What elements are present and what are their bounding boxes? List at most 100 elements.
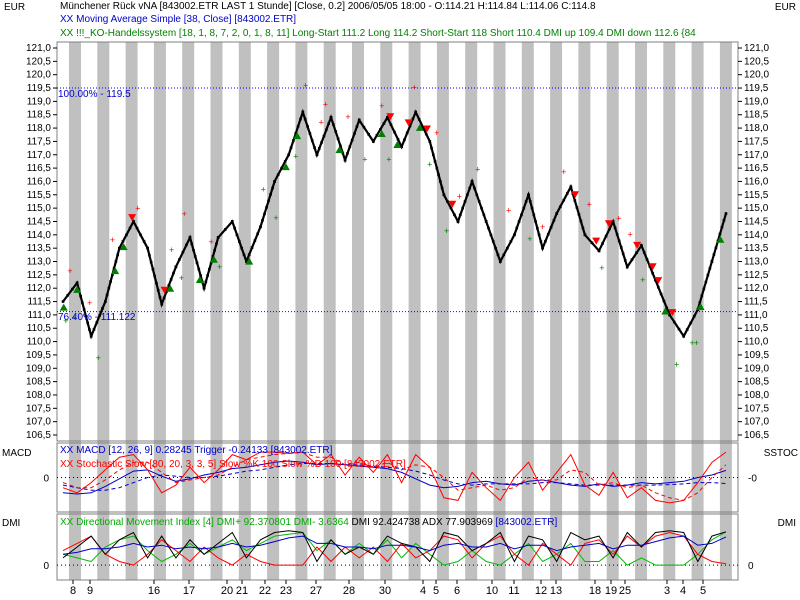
price-box	[84, 314, 88, 318]
x-tick-label: 19	[605, 585, 617, 597]
price-box	[640, 244, 643, 247]
price-box	[240, 246, 243, 250]
buy-plus: +	[599, 263, 604, 273]
buy-triangle	[119, 243, 128, 251]
price-box	[317, 147, 321, 150]
y-tick-label-left: 114,5	[27, 216, 52, 227]
price-box	[651, 271, 654, 275]
x-tick-label: 5	[700, 585, 706, 597]
stochastic-legend[interactable]: XX Stochastic Slow [80, 20, 3, 3, 5] Slo…	[60, 459, 406, 470]
price-box	[601, 242, 604, 245]
price-box	[668, 313, 671, 317]
session-band	[352, 42, 364, 580]
price-box	[223, 228, 227, 231]
price-box	[524, 200, 528, 203]
price-box	[289, 146, 293, 149]
price-box	[118, 246, 121, 250]
x-tick-label: 17	[183, 585, 195, 597]
price-box	[320, 141, 323, 144]
price-box	[468, 186, 472, 190]
x-tick-label: 20	[221, 585, 233, 597]
price-box	[190, 242, 194, 246]
session-band	[182, 42, 195, 580]
buy-triangle	[111, 267, 120, 275]
price-box	[88, 328, 91, 331]
price-box	[635, 251, 638, 254]
y-tick-label-right: 114,5	[744, 216, 769, 227]
price-box	[267, 199, 270, 203]
y-tick-label-right: 108,0	[744, 390, 769, 401]
price-box	[271, 186, 274, 190]
y-tick-label-right: 115,5	[744, 190, 769, 201]
price-box	[299, 117, 302, 121]
price-box	[408, 124, 412, 128]
price-box	[579, 219, 583, 223]
price-box	[527, 193, 530, 197]
price-box	[489, 233, 493, 237]
price-box	[437, 173, 440, 177]
x-tick-label: 30	[379, 585, 391, 597]
price-box	[393, 130, 396, 134]
dmi-legend-main: XX Directional Movement Index [4] DMI+ 9…	[60, 517, 349, 528]
sell-plus: +	[412, 83, 417, 93]
price-box	[389, 123, 393, 127]
y-tick-label-left: 121,0	[26, 43, 51, 54]
price-box	[522, 206, 526, 210]
price-box	[509, 240, 513, 243]
price-box	[544, 239, 547, 243]
price-box	[403, 138, 406, 142]
y-tick-label-left: 119,0	[27, 96, 52, 107]
session-band	[521, 42, 534, 580]
price-box	[66, 294, 70, 297]
price-box	[520, 213, 523, 217]
dmi-legend-symbol: [843002.ETR]	[492, 517, 558, 528]
price-box	[75, 281, 79, 285]
price-box	[355, 125, 359, 129]
price-box	[178, 258, 181, 261]
price-box	[435, 166, 439, 170]
y-tick-label-right: 118,0	[744, 123, 769, 134]
price-box	[269, 193, 272, 196]
price-box	[532, 213, 536, 217]
session-band	[380, 42, 393, 580]
y-tick-label-right: 113,5	[744, 243, 769, 254]
buy-plus: +	[63, 316, 68, 326]
sell-triangle	[448, 200, 457, 208]
price-box	[461, 206, 464, 210]
x-tick-label: 3	[664, 585, 670, 597]
price-box	[648, 265, 652, 268]
price-box	[396, 138, 400, 141]
price-box	[112, 266, 116, 270]
buy-triangle	[281, 163, 290, 171]
price-box	[604, 234, 608, 238]
y-tick-label-left: 113,5	[27, 243, 52, 254]
price-box	[573, 199, 577, 202]
price-box	[357, 118, 361, 122]
price-box	[158, 295, 162, 299]
price-box	[294, 132, 298, 135]
dmi-legend[interactable]: XX Directional Movement Index [4] DMI+ 9…	[60, 517, 557, 528]
price-box	[276, 173, 280, 177]
dmi-zero-label-right: 0	[748, 561, 754, 572]
price-box	[536, 226, 539, 230]
sma-legend[interactable]: XX Moving Average Simple [38, Close] [84…	[60, 14, 297, 25]
price-box	[104, 300, 107, 303]
y-tick-label-left: 108,0	[26, 390, 51, 401]
price-box	[722, 219, 726, 222]
sell-plus: +	[110, 235, 115, 245]
sell-triangle	[386, 113, 395, 121]
y-tick-label-right: 111,5	[744, 297, 768, 308]
price-box	[400, 145, 403, 149]
sell-plus: +	[169, 245, 174, 255]
sell-plus-markers: + + + + + + + + + + + + + + + + + + + + + + +	[67, 81, 632, 308]
dmi-panel-label-right: DMI	[777, 518, 796, 529]
macd-legend[interactable]: XX MACD [12, 26, 9] 0.28245 Trigger -0.2…	[60, 445, 333, 456]
price-box	[682, 334, 685, 338]
sell-plus: +	[87, 298, 92, 308]
macd-trigger-line	[62, 463, 727, 491]
price-box	[375, 134, 379, 137]
sell-plus: +	[434, 128, 439, 138]
system-legend[interactable]: XX !!!_KO-Handelssystem [18, 1, 8, 7, 2,…	[60, 28, 696, 39]
sell-triangle	[633, 241, 642, 249]
price-box	[704, 280, 708, 284]
